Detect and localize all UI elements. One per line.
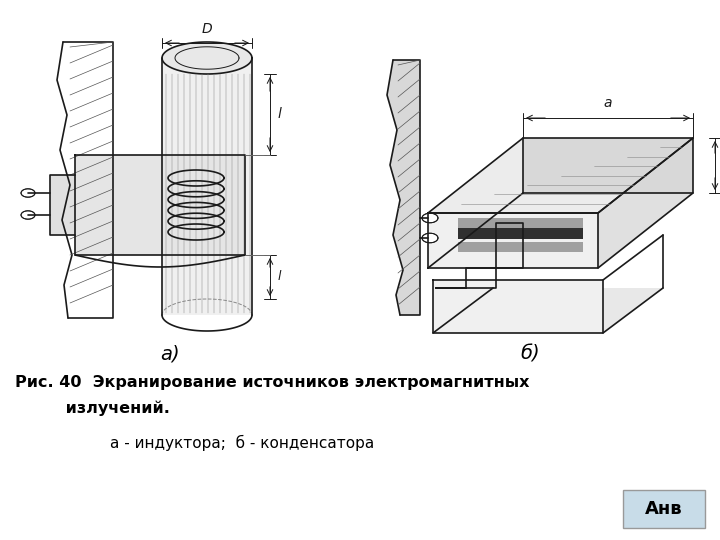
FancyBboxPatch shape	[623, 490, 705, 528]
Text: б): б)	[520, 345, 540, 364]
Polygon shape	[57, 42, 113, 318]
Polygon shape	[598, 138, 693, 268]
Polygon shape	[458, 241, 583, 252]
Polygon shape	[162, 58, 252, 315]
Polygon shape	[458, 227, 583, 239]
Text: a: a	[604, 96, 612, 110]
Polygon shape	[428, 213, 598, 268]
Text: излучений.: излучений.	[15, 400, 170, 415]
Polygon shape	[162, 42, 252, 74]
Text: а - индуктора;  б - конденсатора: а - индуктора; б - конденсатора	[110, 435, 374, 451]
Polygon shape	[428, 138, 693, 213]
Polygon shape	[422, 233, 438, 243]
Polygon shape	[523, 138, 693, 193]
Polygon shape	[75, 155, 245, 255]
Text: l: l	[278, 271, 282, 284]
Polygon shape	[433, 288, 663, 333]
Polygon shape	[433, 280, 603, 333]
Text: Рис. 40  Экранирование источников электромагнитных: Рис. 40 Экранирование источников электро…	[15, 375, 529, 390]
Polygon shape	[422, 213, 438, 223]
Text: Анв: Анв	[645, 500, 683, 518]
Polygon shape	[21, 189, 35, 197]
Text: D: D	[202, 22, 212, 36]
Polygon shape	[428, 193, 693, 268]
Polygon shape	[21, 211, 35, 219]
Text: а): а)	[160, 345, 180, 364]
Polygon shape	[387, 60, 420, 315]
Text: l: l	[278, 107, 282, 122]
Polygon shape	[50, 175, 75, 235]
Polygon shape	[458, 218, 583, 228]
